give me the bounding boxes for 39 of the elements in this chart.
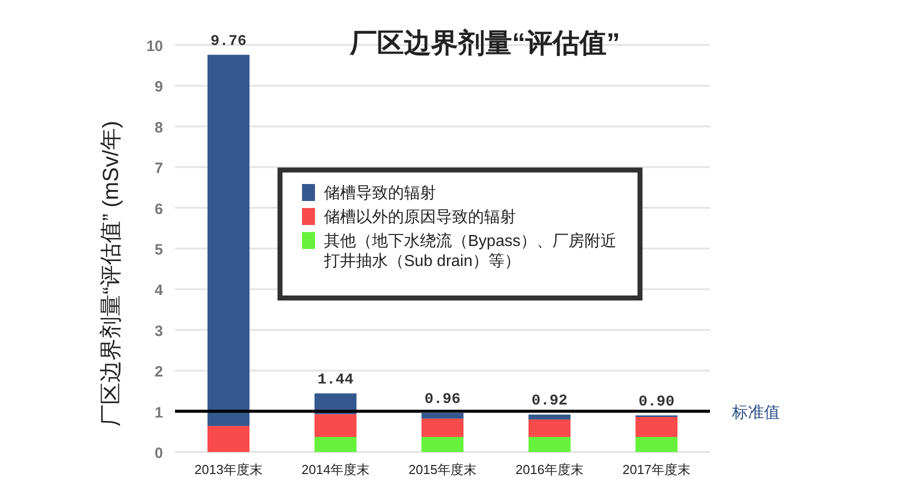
y-tick-label: 4 — [154, 282, 164, 300]
legend-label: 储槽导致的辐射 — [324, 184, 436, 202]
bar — [528, 419, 570, 437]
bar — [208, 54, 250, 426]
x-tick-label: 2015年度末 — [408, 462, 476, 477]
bar — [422, 436, 464, 452]
y-tick-label: 2 — [154, 364, 163, 381]
x-tick-label: 2014年度末 — [302, 462, 370, 477]
y-tick-label: 9 — [154, 78, 163, 96]
bar — [528, 414, 570, 420]
ref-line-label: 标准值 — [731, 403, 780, 422]
x-tick-label: 2017年度末 — [622, 462, 690, 477]
bar — [314, 436, 356, 452]
total-label: 0.90 — [638, 393, 675, 410]
y-tick-label: 10 — [146, 38, 163, 55]
y-tick-label: 0 — [154, 445, 163, 462]
total-label: 9.76 — [210, 32, 247, 50]
bar — [422, 418, 464, 437]
total-label: 0.92 — [531, 392, 568, 410]
legend-label: 其他（地下水绕流（Bypass）、厂房附近打井抽水（Sub drain）等） — [323, 232, 616, 270]
x-tick-label: 2016年度末 — [516, 462, 584, 477]
bar — [208, 426, 250, 452]
bar — [636, 417, 678, 437]
y-tick-label: 6 — [154, 200, 163, 218]
bar — [314, 414, 356, 437]
bar — [422, 412, 464, 419]
chart-title: 厂区边界剂量“评估值” — [349, 28, 620, 58]
y-tick-label: 8 — [154, 119, 163, 136]
y-tick-label: 5 — [154, 242, 163, 258]
y-tick-label: 7 — [154, 160, 163, 178]
legend-label: 储槽以外的原因导致的辐射 — [324, 208, 516, 226]
total-label: 1.44 — [317, 371, 354, 388]
x-tick-label: 2013年度末 — [194, 462, 262, 477]
total-label: 0.96 — [424, 390, 461, 408]
y-axis-title: 厂区边界剂量“评估值” (mSv/年) — [98, 120, 123, 426]
bar — [636, 436, 678, 452]
y-tick-label: 1 — [154, 404, 163, 422]
y-tick-label: 3 — [154, 322, 163, 340]
bar — [528, 436, 570, 452]
